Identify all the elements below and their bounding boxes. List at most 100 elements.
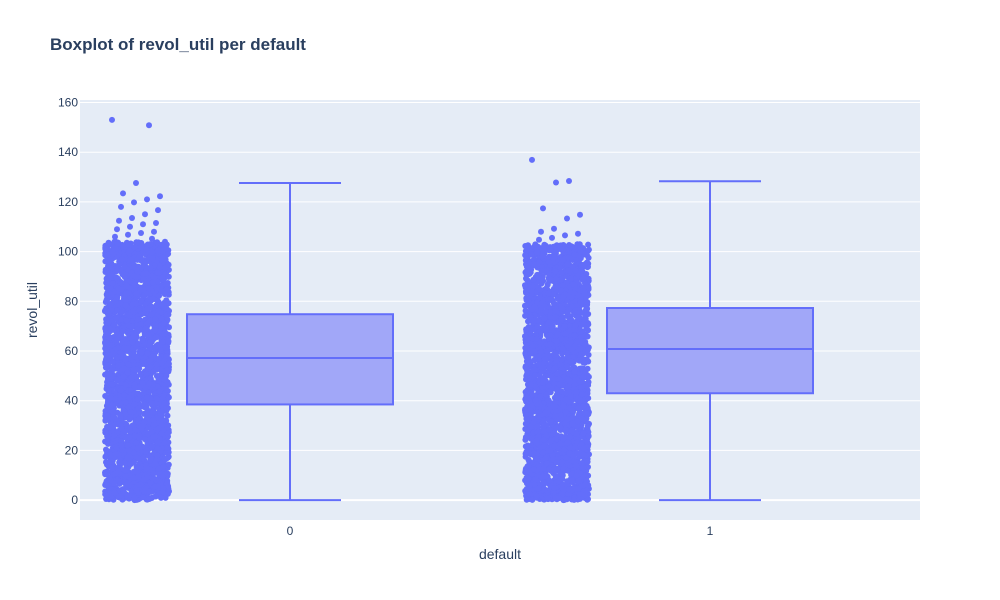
data-point	[545, 319, 552, 326]
box-0	[186, 313, 394, 406]
x-tick-label: 1	[707, 524, 714, 538]
data-point	[128, 374, 135, 381]
data-point	[111, 480, 118, 487]
data-point	[121, 460, 128, 466]
data-point	[585, 246, 592, 253]
data-point	[107, 302, 114, 309]
data-point	[138, 311, 145, 318]
data-point	[105, 239, 112, 246]
data-point	[105, 388, 112, 395]
data-point	[132, 383, 138, 390]
outlier-point	[109, 116, 115, 123]
outlier-point	[144, 196, 150, 203]
data-point	[104, 412, 111, 419]
data-point	[109, 280, 116, 287]
outlier-point	[142, 211, 148, 218]
data-point	[103, 298, 110, 305]
data-point	[111, 432, 118, 439]
data-point	[134, 396, 141, 403]
data-point	[161, 320, 168, 327]
data-point	[568, 294, 575, 301]
data-point	[584, 333, 591, 340]
data-point	[571, 332, 578, 339]
data-point	[107, 395, 114, 402]
data-point	[112, 450, 119, 457]
data-point	[156, 388, 163, 395]
data-point	[585, 241, 592, 248]
data-point	[106, 352, 113, 359]
data-point	[158, 430, 165, 437]
data-point	[155, 415, 162, 421]
data-point	[560, 436, 567, 442]
data-point	[163, 367, 170, 374]
data-point	[130, 468, 137, 475]
data-point	[125, 289, 132, 296]
data-point	[537, 393, 544, 400]
outlier-point	[131, 199, 137, 206]
outlier-point	[120, 190, 126, 197]
data-point	[523, 326, 530, 333]
data-point	[558, 388, 565, 395]
data-point	[122, 472, 129, 479]
data-point	[529, 343, 536, 349]
data-point	[113, 307, 120, 314]
data-point	[135, 316, 142, 323]
data-point	[573, 431, 580, 437]
data-point	[557, 440, 564, 447]
data-point	[122, 467, 128, 474]
data-point	[154, 395, 161, 402]
data-point	[103, 245, 110, 252]
data-point	[139, 337, 146, 344]
data-point	[575, 404, 582, 411]
data-point	[131, 432, 138, 439]
data-point	[546, 477, 553, 484]
data-point	[569, 407, 576, 414]
data-point	[153, 361, 160, 368]
data-point	[155, 307, 162, 314]
data-point	[551, 380, 558, 387]
y-tick-label: 60	[65, 344, 79, 358]
data-point	[162, 344, 169, 351]
data-point	[126, 312, 133, 319]
data-point	[134, 326, 141, 333]
data-point	[105, 319, 112, 326]
data-point	[575, 477, 582, 484]
data-point	[133, 290, 140, 297]
data-point	[136, 253, 143, 260]
data-point	[110, 408, 116, 415]
data-point	[146, 380, 153, 387]
data-point	[141, 436, 148, 443]
data-point	[109, 402, 116, 409]
data-point	[135, 465, 142, 471]
data-point	[109, 381, 116, 388]
data-point	[129, 301, 136, 308]
data-point	[161, 439, 168, 446]
data-point	[532, 241, 539, 248]
data-point	[133, 274, 140, 280]
data-point	[117, 387, 124, 394]
data-point	[122, 302, 129, 309]
data-point	[133, 265, 140, 272]
data-point	[160, 489, 167, 496]
data-point	[121, 263, 128, 270]
data-point	[104, 492, 111, 499]
data-point	[149, 249, 156, 256]
data-point	[113, 445, 120, 451]
data-point	[541, 486, 548, 493]
data-point	[150, 434, 157, 440]
data-point	[584, 423, 591, 429]
data-point	[162, 264, 169, 271]
data-point	[138, 349, 145, 356]
data-point	[562, 409, 569, 416]
data-point	[102, 393, 109, 399]
data-point	[102, 325, 109, 332]
data-point	[536, 274, 543, 281]
data-point	[138, 244, 145, 250]
data-point	[575, 292, 582, 299]
data-point	[154, 452, 161, 459]
data-point	[152, 327, 158, 334]
data-point	[164, 424, 171, 431]
data-point	[559, 256, 566, 263]
outlier-point	[151, 228, 157, 235]
data-point	[558, 316, 565, 322]
